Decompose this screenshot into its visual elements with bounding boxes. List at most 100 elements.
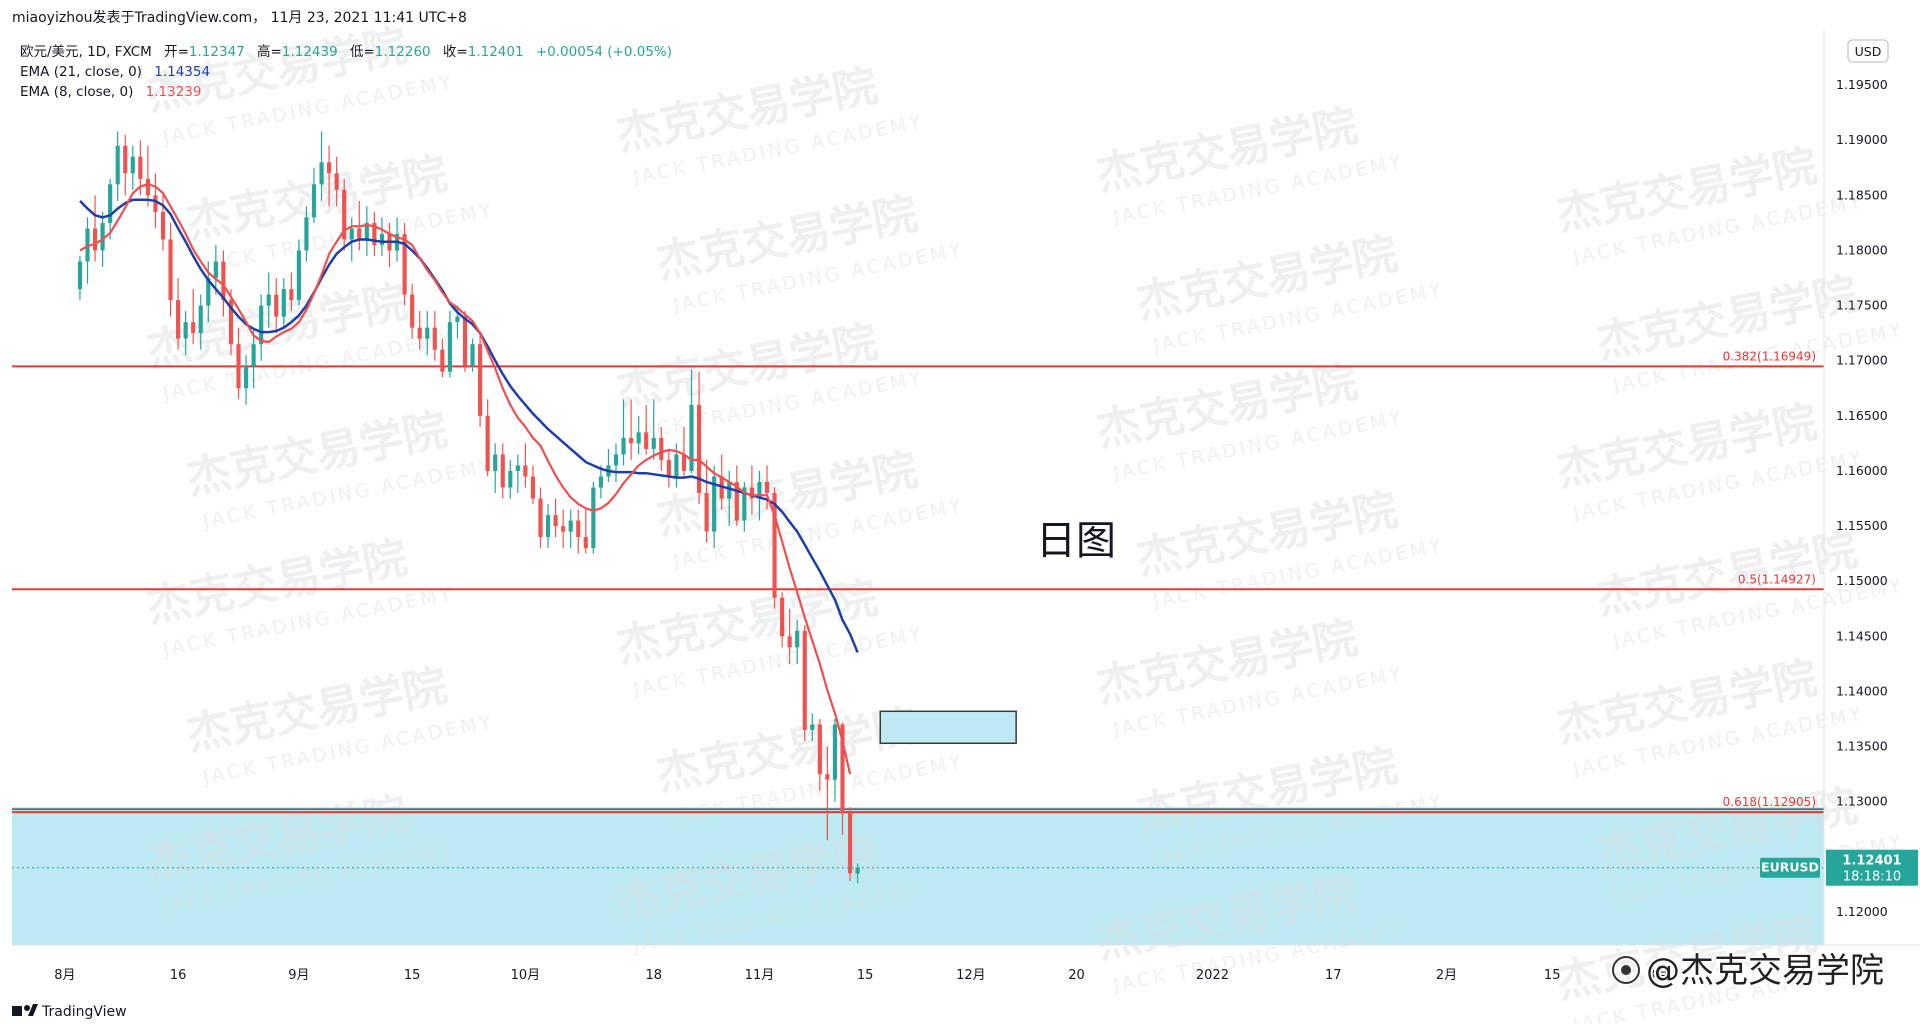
time-tick-label: 18	[645, 968, 662, 983]
candle-body	[357, 228, 362, 240]
candle-body	[274, 294, 279, 317]
candle-body	[372, 222, 377, 245]
price-tick-label: 1.14500	[1836, 628, 1888, 643]
legend-open-value: 1.12347	[189, 44, 245, 60]
time-tick-label: 15	[1544, 968, 1561, 983]
legend-ema8[interactable]: EMA (8, close, 0) 1.13239	[20, 84, 201, 100]
candle-body	[515, 465, 520, 471]
price-tick-label: 1.18500	[1836, 187, 1888, 202]
candle-body	[832, 724, 838, 780]
legend-low-value: 1.12260	[375, 44, 431, 60]
price-tag: EURUSD 1.12401 18:18:10	[1760, 849, 1918, 886]
candle-body	[289, 289, 294, 301]
candle-body	[583, 537, 588, 549]
candle-body	[478, 344, 483, 416]
ema21-value: 1.14354	[154, 64, 210, 80]
candle-body	[198, 305, 203, 334]
candle-body	[772, 493, 777, 598]
time-tick-label: 12月	[956, 968, 986, 983]
candle-body	[160, 211, 166, 240]
candle-body	[432, 327, 437, 350]
time-tick-label: 15	[857, 968, 874, 983]
candle-body	[802, 630, 807, 731]
time-axis[interactable]: 8月 16 9月 15 10月 18 11月 15 12月 20 2022 17 2月 15 3月	[54, 968, 1668, 983]
candle-body	[304, 217, 309, 251]
candle-body	[493, 454, 498, 471]
publish-line: miaoyizhou发表于TradingView.com， 11月 23, 20…	[12, 10, 467, 26]
time-tick-label: 10月	[511, 968, 541, 983]
supply-zone-box[interactable]	[879, 710, 1017, 745]
legend-high-label: 高=	[257, 43, 282, 60]
candle-body	[825, 774, 830, 780]
demand-zone	[12, 807, 1824, 945]
price-tick-label: 1.14000	[1836, 683, 1888, 698]
candle-body	[213, 261, 218, 279]
price-tick-label: 1.16000	[1836, 463, 1888, 478]
currency-button[interactable]	[1847, 39, 1889, 63]
price-tag-symbol-bg	[1760, 857, 1820, 878]
candle-body	[847, 812, 853, 874]
time-tick-label: 11月	[745, 968, 775, 983]
price-tick-label: 1.19500	[1836, 77, 1888, 92]
price-tick-label: 1.15500	[1836, 518, 1888, 533]
time-tick-label: 2022	[1196, 968, 1229, 983]
candle-body	[553, 515, 558, 527]
tradingview-logo[interactable]: TradingView	[12, 1004, 127, 1020]
price-tick-label: 1.15000	[1836, 573, 1888, 588]
fib-label: 0.5(1.14927)	[1738, 572, 1816, 586]
candle-body	[855, 867, 860, 874]
candle-body	[342, 189, 347, 240]
price-axis[interactable]: 1.19500 1.19000 1.18500 1.18000 1.17500 1.170…	[1836, 77, 1888, 919]
price-tick-label: 1.12000	[1836, 904, 1888, 919]
candle-body	[410, 294, 415, 328]
candle-body	[644, 432, 649, 449]
candle-body	[795, 630, 800, 648]
candle-body	[425, 327, 430, 339]
price-tag-symbol: EURUSD	[1761, 860, 1819, 875]
time-tick-label: 16	[170, 968, 187, 983]
candle-body	[77, 261, 83, 290]
candlestick-series	[77, 131, 860, 884]
candle-body	[440, 349, 445, 372]
candle-body	[613, 454, 619, 466]
price-tag-bg	[1826, 849, 1918, 886]
candle-body	[840, 724, 845, 813]
candle-body	[576, 520, 581, 538]
candle-body	[749, 487, 754, 499]
candle-body	[130, 156, 135, 174]
candle-body	[636, 432, 641, 444]
legend-ema21[interactable]: EMA (21, close, 0) 1.14354	[20, 64, 210, 80]
candle-body	[810, 724, 815, 731]
tradingview-brand: TradingView	[41, 1004, 127, 1020]
fib-label: 0.382(1.16949)	[1723, 349, 1816, 363]
ema21-line	[79, 198, 859, 653]
candle-body	[545, 515, 551, 538]
candle-body	[742, 487, 747, 521]
candle-body	[666, 459, 671, 477]
ema21-label: EMA (21, close, 0)	[20, 64, 142, 80]
time-tick-label: 3月	[1647, 968, 1668, 983]
candle-body	[251, 344, 256, 367]
price-tick-label: 1.17500	[1836, 298, 1888, 313]
candle-body	[462, 316, 468, 367]
candle-body	[115, 145, 120, 185]
ema8-line	[79, 183, 852, 775]
candle-body	[191, 322, 196, 334]
candle-body	[674, 454, 679, 477]
ema8-label: EMA (8, close, 0)	[20, 84, 133, 100]
candle-body	[817, 724, 822, 775]
candle-body	[712, 476, 717, 532]
candle-body	[530, 476, 536, 499]
candle-body	[780, 597, 785, 637]
candle-body	[470, 344, 475, 367]
price-tick-label: 1.13000	[1836, 794, 1888, 809]
legend-change: +0.00054 (+0.05%)	[536, 44, 672, 60]
candle-body	[259, 305, 264, 345]
candle-body	[455, 316, 460, 323]
tradingview-logo-icon	[12, 1004, 38, 1016]
candle-body	[168, 239, 173, 301]
candle-body	[561, 526, 566, 532]
weibo-mark: @杰克交易学院 @杰克交易学院	[1610, 949, 1886, 993]
candle-body	[689, 404, 694, 471]
